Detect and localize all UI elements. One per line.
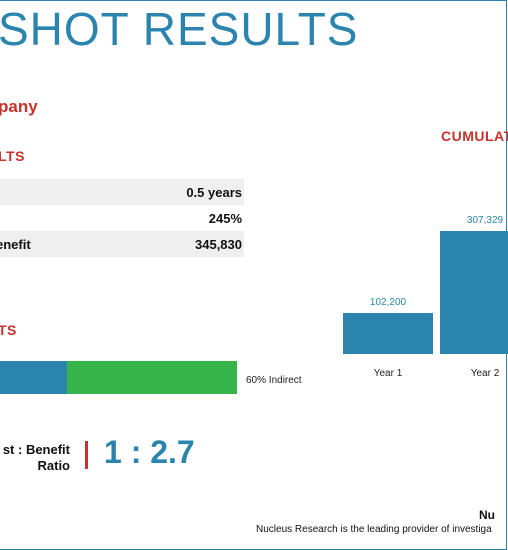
footer-heading: Nu xyxy=(479,508,495,522)
chart-data-label: 102,200 xyxy=(369,297,407,308)
benefit-value: 345,830 xyxy=(195,237,242,252)
metric-row-roi: 245% xyxy=(0,205,244,231)
chart-x-label: Year 1 xyxy=(373,368,403,379)
metric-row-payback: 0.5 years xyxy=(0,179,244,205)
chart-bar xyxy=(440,231,508,354)
chart-bar xyxy=(343,313,433,354)
ratio-label: st : Benefit Ratio xyxy=(0,442,70,474)
direct-benefit-bar xyxy=(0,361,67,394)
chart-data-label: 307,329 xyxy=(466,215,504,226)
roi-value: 245% xyxy=(208,211,242,226)
chart-title: CUMULAT xyxy=(441,128,508,144)
ratio-label-line1: st : Benefit xyxy=(2,442,70,457)
footer-text: Nucleus Research is the leading provider… xyxy=(256,524,492,535)
ratio-label-line2: Ratio xyxy=(37,458,71,473)
results-heading: LTS xyxy=(0,148,25,164)
page-title: SHOT RESULTS xyxy=(0,3,359,55)
company-name: pany xyxy=(0,97,38,116)
metric-label: enefit xyxy=(0,237,31,252)
indirect-benefit-bar xyxy=(67,361,237,394)
payback-value: 0.5 years xyxy=(186,185,242,200)
metric-row-benefit: enefit 345,830 xyxy=(0,231,244,257)
chart-x-label: Year 2 xyxy=(470,368,500,379)
ratio-divider xyxy=(85,441,88,469)
benefits-heading: TS xyxy=(0,322,17,338)
ratio-value: 1 : 2.7 xyxy=(104,434,195,470)
indirect-benefit-label: 60% Indirect xyxy=(246,375,302,386)
cumulative-chart: 102,200 Year 1 307,329 Year 2 xyxy=(330,215,508,390)
